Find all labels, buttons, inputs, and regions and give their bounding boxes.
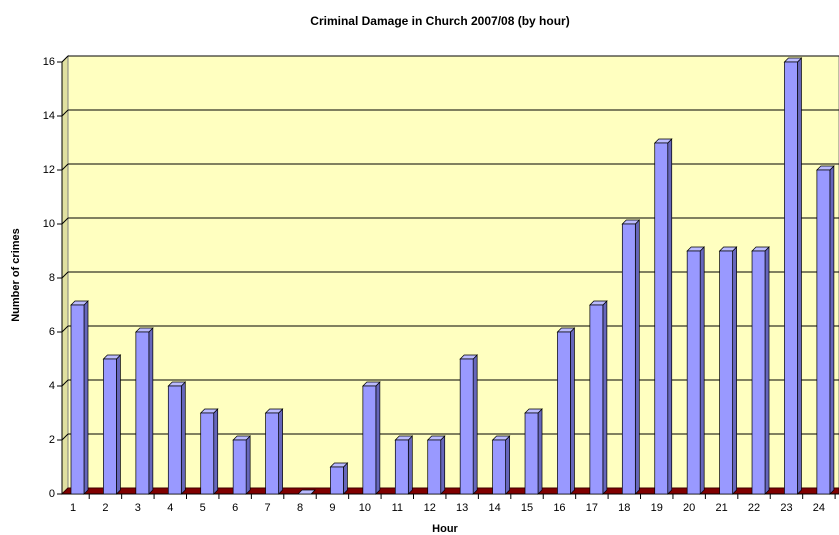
bar — [492, 439, 506, 495]
bar-side — [797, 57, 802, 495]
x-tick-label: 20 — [683, 502, 695, 514]
x-tick-label: 10 — [359, 502, 371, 514]
bar-side — [634, 219, 640, 495]
y-tick-label: 8 — [49, 272, 55, 284]
bar-side — [245, 435, 251, 495]
x-tick-label: 3 — [135, 502, 141, 514]
x-tick-label: 7 — [265, 502, 271, 514]
bar-side — [180, 381, 186, 495]
bar — [459, 358, 474, 495]
bar — [719, 250, 733, 495]
x-tick-label: 9 — [329, 502, 335, 514]
x-tick-label: 17 — [586, 502, 598, 514]
bar — [232, 439, 247, 495]
bar-side — [440, 435, 446, 495]
bar — [557, 331, 571, 495]
x-tick-label: 11 — [392, 502, 403, 514]
bar — [330, 466, 344, 495]
bar-side — [505, 435, 510, 495]
bar-side — [829, 165, 835, 495]
x-tick-label: 13 — [456, 502, 468, 514]
chart-title: Criminal Damage in Church 2007/08 (by ho… — [310, 14, 569, 28]
x-tick-label: 16 — [553, 502, 565, 514]
y-tick-label: 12 — [43, 164, 55, 176]
bar-side — [343, 462, 348, 495]
x-tick-label: 8 — [297, 502, 303, 514]
bar-side — [278, 408, 283, 495]
bar — [427, 439, 442, 495]
x-tick-label: 14 — [488, 502, 500, 514]
bar-side — [699, 246, 705, 495]
x-tick-label: 23 — [780, 502, 792, 514]
bar — [784, 61, 798, 495]
grid-line-depth — [61, 55, 69, 63]
bar-side — [570, 327, 575, 495]
bar — [394, 439, 409, 495]
bar — [686, 250, 701, 495]
bar — [70, 304, 85, 495]
grid-line-depth — [61, 271, 69, 279]
bar — [265, 412, 279, 495]
grid-line-depth — [61, 433, 69, 441]
x-tick-label: 4 — [167, 502, 173, 514]
bar-side — [83, 300, 89, 495]
bar-side — [537, 408, 543, 495]
x-tick-label: 6 — [232, 502, 238, 514]
bar-side — [732, 246, 737, 495]
y-tick-label: 4 — [49, 380, 55, 392]
bar-side — [148, 327, 154, 495]
bar-top — [297, 489, 316, 495]
bar — [621, 223, 636, 495]
bar-side — [213, 408, 219, 495]
y-tick-label: 14 — [43, 110, 55, 122]
bar — [751, 250, 766, 495]
x-axis-label: Hour — [432, 523, 458, 535]
grid-line-depth — [61, 163, 69, 171]
grid-line-depth — [61, 109, 69, 117]
x-tick-label: 1 — [70, 502, 76, 514]
y-tick-label: 10 — [43, 218, 55, 230]
x-tick-label: 21 — [715, 502, 727, 514]
x-tick-label: 19 — [651, 502, 663, 514]
bar — [200, 412, 215, 495]
y-tick-label: 0 — [49, 488, 55, 500]
bar-side — [667, 138, 673, 495]
bar — [816, 169, 831, 495]
grid-line-depth — [61, 217, 69, 225]
bar — [654, 142, 669, 495]
grid-line-depth — [61, 379, 69, 387]
x-tick-label: 18 — [618, 502, 630, 514]
bar-side — [602, 300, 608, 495]
bar-side — [375, 381, 381, 495]
bar — [135, 331, 150, 495]
grid-line-depth — [61, 325, 69, 333]
bar-side — [472, 354, 478, 495]
bar — [167, 385, 182, 495]
y-tick-label: 2 — [49, 434, 55, 446]
bar — [362, 385, 377, 495]
bar — [524, 412, 539, 495]
bar-side — [116, 354, 121, 495]
x-tick-label: 22 — [748, 502, 760, 514]
bar — [103, 358, 117, 495]
x-tick-label: 2 — [102, 502, 108, 514]
x-tick-label: 5 — [200, 502, 206, 514]
bar-side — [407, 435, 413, 495]
bar-side — [764, 246, 770, 495]
y-tick-label: 16 — [43, 56, 55, 68]
x-tick-label: 24 — [813, 502, 825, 514]
y-axis-label: Number of crimes — [10, 228, 22, 322]
y-tick-label: 6 — [49, 326, 55, 338]
bar — [589, 304, 604, 495]
x-tick-label: 12 — [424, 502, 436, 514]
x-tick-label: 15 — [521, 502, 533, 514]
